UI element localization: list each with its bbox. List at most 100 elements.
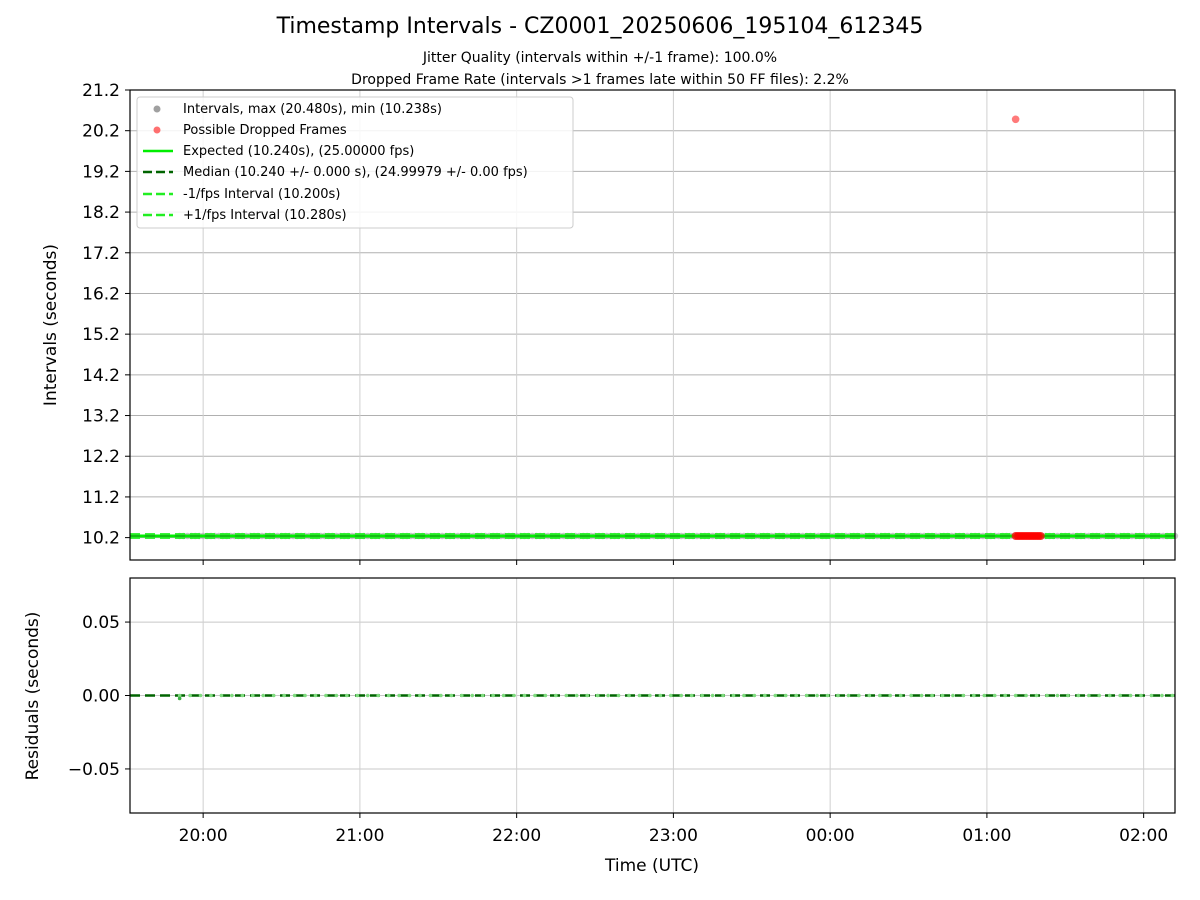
intervals-y-tick-label: 13.2 xyxy=(82,407,120,427)
residual-point xyxy=(585,693,589,698)
residual-point xyxy=(825,693,830,698)
residual-point xyxy=(752,693,757,698)
residual-point xyxy=(240,693,245,698)
residual-point xyxy=(303,693,307,698)
residual-point xyxy=(198,693,203,698)
residual-point xyxy=(271,693,276,698)
legend-entry-minus-fps: -1/fps Interval (10.200s) xyxy=(143,187,340,202)
residual-point xyxy=(491,693,495,698)
residual-point xyxy=(888,693,893,698)
intervals-y-tick-label: 16.2 xyxy=(82,284,120,304)
residual-point xyxy=(783,693,788,698)
legend-label-plus-fps: +1/fps Interval (10.280s) xyxy=(183,208,347,223)
residual-point xyxy=(522,693,527,698)
legend-label-dropped: Possible Dropped Frames xyxy=(183,123,347,138)
intervals-x-ticks xyxy=(202,560,1145,565)
x-tick-label: 02:00 xyxy=(1119,826,1168,846)
residual-point xyxy=(355,693,360,698)
residual-point xyxy=(1013,693,1018,698)
x-tick-label: 21:00 xyxy=(335,826,384,846)
legend-entry-median: Median (10.240 +/- 0.000 s), (24.99979 +… xyxy=(143,165,528,180)
intervals-y-tick-label: 15.2 xyxy=(82,325,120,345)
residual-point xyxy=(919,693,924,698)
residual-point xyxy=(846,693,851,698)
residual-point xyxy=(627,693,631,698)
residual-point xyxy=(282,693,286,698)
residual-point xyxy=(345,693,349,698)
residual-point xyxy=(992,693,997,698)
intervals-y-tick-label: 17.2 xyxy=(82,244,120,264)
residual-point xyxy=(418,693,422,698)
residual-point xyxy=(668,693,673,698)
residual-point xyxy=(804,693,809,698)
residuals-marks xyxy=(130,693,1175,701)
residual-point xyxy=(209,693,213,698)
residual-point xyxy=(1107,693,1112,698)
residual-point xyxy=(1170,693,1175,698)
residual-point xyxy=(501,693,506,698)
residual-point xyxy=(533,693,537,698)
x-tick-label: 00:00 xyxy=(806,826,855,846)
legend-entry-expected: Expected (10.240s), (25.00000 fps) xyxy=(143,144,414,159)
residual-point xyxy=(449,693,454,698)
legend-entry-intervals: Intervals, max (20.480s), min (10.238s) xyxy=(153,102,442,117)
residuals-y-tick-label: −0.05 xyxy=(68,760,120,780)
legend-label-minus-fps: -1/fps Interval (10.200s) xyxy=(183,187,340,202)
residual-point xyxy=(815,693,819,698)
intervals-panel: 10.2 11.2 12.2 13.2 14.2 15.2 16.2 17.2 18.2 19.2… xyxy=(41,81,1179,565)
x-tick-label: 22:00 xyxy=(492,826,541,846)
intervals-axes-frame xyxy=(129,89,1176,561)
residual-point xyxy=(836,693,840,698)
residual-point xyxy=(1086,693,1091,698)
residual-point xyxy=(480,693,485,698)
residual-point xyxy=(1045,693,1049,698)
residual-point xyxy=(564,693,569,698)
residual-point xyxy=(261,693,266,698)
x-tick-label: 20:00 xyxy=(179,826,228,846)
dropped-frame-point xyxy=(1036,531,1045,540)
residual-point xyxy=(1128,693,1133,698)
residual-point xyxy=(1139,693,1143,698)
residual-point xyxy=(689,693,694,698)
residual-point xyxy=(710,693,715,698)
residual-point xyxy=(1076,693,1081,698)
residual-point xyxy=(1097,693,1102,698)
residual-point xyxy=(250,693,255,698)
residual-point xyxy=(982,693,987,698)
intervals-y-tick-label: 20.2 xyxy=(82,122,120,142)
x-axis-label: Time (UTC) xyxy=(604,856,699,876)
chart-title: Timestamp Intervals - CZ0001_20250606_19… xyxy=(276,14,924,39)
residual-point xyxy=(731,693,736,698)
legend-label-intervals: Intervals, max (20.480s), min (10.238s) xyxy=(183,102,442,117)
intervals-y-tick-label: 21.2 xyxy=(82,81,120,101)
residuals-y-tick-label: 0.00 xyxy=(82,687,120,707)
residual-point xyxy=(376,693,380,698)
residual-point xyxy=(930,693,934,698)
residual-point xyxy=(679,693,684,698)
residual-point xyxy=(1149,693,1154,698)
residual-point xyxy=(857,693,861,698)
residual-point xyxy=(324,693,328,698)
residual-point xyxy=(554,693,558,698)
residual-point xyxy=(230,693,234,698)
residuals-y-axis-label: Residuals (seconds) xyxy=(23,612,43,781)
residual-point xyxy=(606,693,610,698)
residual-point xyxy=(763,693,767,698)
intervals-y-tick-label: 11.2 xyxy=(82,488,120,508)
residual-point xyxy=(1003,693,1007,698)
residual-point xyxy=(292,693,297,698)
residual-point xyxy=(365,693,370,698)
residual-point xyxy=(459,693,464,698)
residual-point xyxy=(512,693,516,698)
residual-min-point xyxy=(177,696,182,701)
residual-point xyxy=(721,693,725,698)
residual-point xyxy=(177,693,182,698)
legend-entry-dropped: Possible Dropped Frames xyxy=(153,123,347,138)
residual-point xyxy=(386,693,391,698)
residual-point xyxy=(637,693,642,698)
residual-point xyxy=(428,693,433,698)
legend-marker-intervals xyxy=(153,105,161,113)
intervals-y-tick-label: 14.2 xyxy=(82,366,120,386)
